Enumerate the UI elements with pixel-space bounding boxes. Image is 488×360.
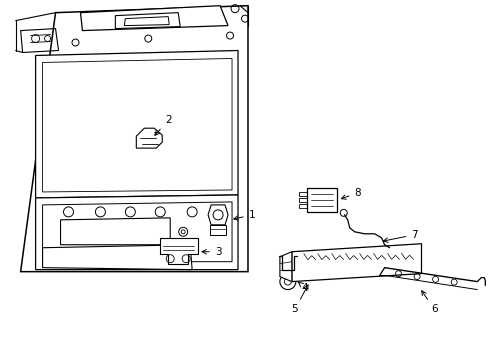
Text: 1: 1 <box>233 210 255 220</box>
Polygon shape <box>160 238 198 264</box>
Polygon shape <box>210 225 225 235</box>
Text: 3: 3 <box>202 247 221 257</box>
Polygon shape <box>36 50 238 198</box>
Polygon shape <box>81 6 227 31</box>
Polygon shape <box>208 205 227 225</box>
Text: 2: 2 <box>155 115 171 135</box>
Polygon shape <box>124 17 169 26</box>
Polygon shape <box>36 195 238 270</box>
Polygon shape <box>61 218 170 245</box>
Polygon shape <box>42 202 232 262</box>
Polygon shape <box>306 188 336 212</box>
Polygon shape <box>115 13 180 28</box>
Polygon shape <box>42 245 192 270</box>
Text: 7: 7 <box>383 230 417 242</box>
Text: 8: 8 <box>341 188 360 199</box>
Polygon shape <box>279 252 291 282</box>
Polygon shape <box>136 128 162 148</box>
Polygon shape <box>291 244 421 282</box>
Text: 4: 4 <box>298 282 307 293</box>
Polygon shape <box>20 6 247 272</box>
Text: 5: 5 <box>291 285 307 315</box>
Text: 6: 6 <box>421 291 437 315</box>
Polygon shape <box>42 58 232 192</box>
